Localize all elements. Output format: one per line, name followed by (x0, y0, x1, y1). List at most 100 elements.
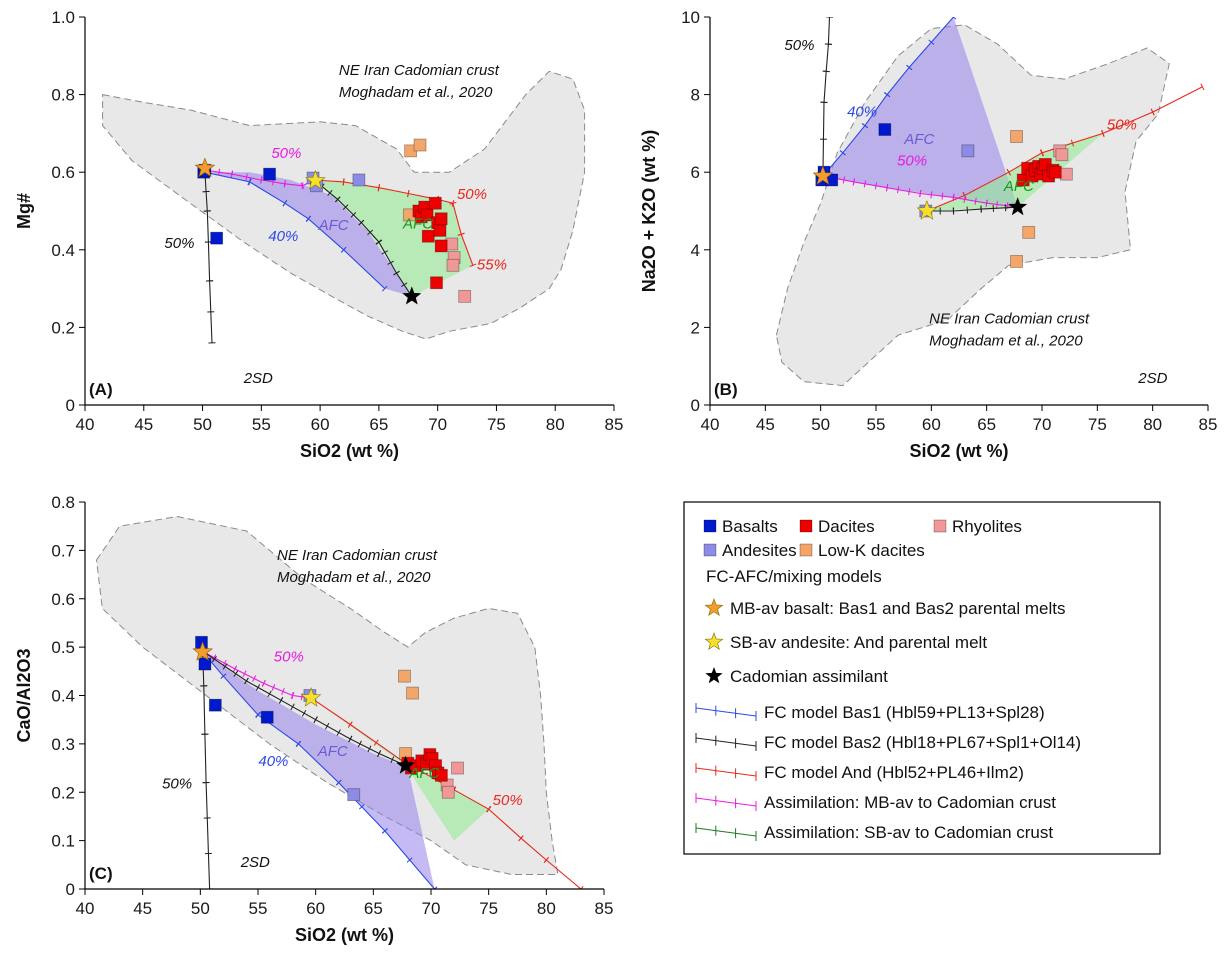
y-axis-title: Na2O + K2O (wt %) (639, 130, 659, 293)
field-note-title: NE Iran Cadomian crust (929, 311, 1090, 328)
x-tick-label: 75 (1088, 415, 1107, 434)
assimilation-sb-line-tick (375, 239, 383, 245)
low-k-dacite-point (406, 686, 419, 700)
assimilation-sb-line-tick (255, 684, 261, 691)
assimilation-sb-line-tick (387, 260, 394, 265)
assimilation-mb-line-tick (245, 173, 248, 181)
assimilation-sb-line-tick (267, 690, 272, 698)
rhyolite-point (1059, 167, 1073, 181)
y-tick-label: 0.8 (51, 86, 75, 105)
assimilation-mb-line-tick (874, 182, 878, 190)
x-tick-label: 65 (977, 415, 996, 434)
fc-model-and-line-tick (1150, 108, 1155, 116)
assimilation-sb-line-tick (367, 745, 372, 753)
assimilation-sb-line-tick (244, 677, 249, 685)
fc-model-bas1-line-tick (382, 285, 388, 292)
assimilation-mb-line-tick (260, 176, 263, 184)
x-tick-label: 65 (369, 415, 388, 434)
bas1-percent-label: 40% (847, 104, 877, 121)
dacite-point (1048, 165, 1062, 179)
x-tick-label: 85 (1199, 415, 1218, 434)
mix-percent-label: 50% (271, 145, 301, 162)
assimilation-sb-line-tick (290, 703, 295, 711)
and-percent-label: 50% (493, 792, 523, 809)
legend: Basalts Dacites Rhyolites Andesites Low-K da… (683, 501, 1161, 855)
afc-label-and: AFC (1003, 178, 1034, 195)
assimilation-mb-line-tick (230, 170, 234, 178)
x-tick-label: 45 (133, 899, 152, 918)
legend-star-label-2: Cadomian assimilant (730, 667, 888, 686)
x-tick-label: 80 (546, 415, 565, 434)
assimilation-mb-line-tick (985, 199, 988, 207)
x-tick-label: 40 (76, 899, 95, 918)
assimilation-mb-line-tick (897, 186, 900, 194)
legend-line-label-1: FC model Bas2 (Hbl18+PL67+Spl1+Ol14) (764, 733, 1081, 752)
legend-label-lowk: Low-K dacites (818, 541, 925, 560)
y-tick-label: 0.3 (51, 735, 75, 754)
panel-label: (C) (89, 864, 113, 883)
fc-model-bas1-line-tick (433, 886, 438, 889)
basalt-point (263, 167, 276, 181)
assimilation-mb-line-tick (885, 184, 889, 192)
plot-area (102, 70, 586, 344)
x-tick-label: 50 (191, 899, 210, 918)
afc-label-bas1: AFC (318, 217, 349, 234)
assimilation-mb-line-tick (974, 197, 977, 205)
y-tick-label: 10 (681, 8, 700, 27)
two-sd-label: 2SD (1137, 370, 1167, 387)
fc-model-and-line-tick (1040, 149, 1044, 157)
x-tick-label: 75 (479, 899, 498, 918)
fc-model-bas1-line-tick (255, 711, 261, 718)
y-tick-label: 0.5 (51, 638, 75, 657)
legend-line-2 (695, 767, 757, 777)
assimilation-mb-line-tick (908, 188, 911, 196)
y-tick-label: 0.6 (51, 163, 75, 182)
mix-percent-label: 50% (897, 153, 927, 170)
assimilation-sb-line-tick (381, 250, 389, 255)
low-k-dacite-point (1010, 255, 1023, 268)
assimilation-sb-line-tick (357, 740, 362, 748)
fc-model-and-line-tick (1200, 83, 1205, 91)
x-tick-label: 45 (134, 415, 153, 434)
assimilation-mb-line-tick (842, 176, 846, 184)
x-axis-title: SiO2 (wt %) (300, 441, 399, 461)
assimilation-mb-line-tick (863, 180, 867, 188)
fc-model-bas1-line-tick (220, 673, 227, 679)
assimilation-sb-line-tick (377, 750, 382, 757)
x-tick-label: 80 (537, 899, 556, 918)
y-tick-label: 6 (691, 163, 700, 182)
basalt-point (878, 123, 892, 136)
assimilation-mb-line-tick (919, 190, 922, 198)
assimilation-sb-line-tick (301, 709, 307, 717)
assimilation-mb-line-tick (252, 675, 257, 682)
fc-model-and-line-tick (1070, 139, 1074, 147)
legend-star-0 (704, 598, 724, 616)
basalt-point (210, 231, 224, 245)
assimilation-mb-line-tick (283, 180, 286, 188)
fc-model-and-line-tick (580, 885, 584, 889)
basalt-point (208, 698, 222, 712)
assimilation-sb-line-tick (222, 663, 228, 670)
assimilation-mb-line-tick (300, 693, 303, 701)
legend-label-basalts: Basalts (722, 517, 778, 536)
x-tick-label: 60 (922, 415, 941, 434)
legend-swatch-andesites (703, 543, 717, 557)
fc-model-and-line-tick (543, 856, 549, 863)
fc-model-bas2-line-tick (822, 70, 830, 73)
x-tick-label: 40 (76, 415, 95, 434)
assimilation-sb-line-tick (334, 196, 341, 203)
y-axis-title: CaO/Al2O3 (14, 648, 34, 742)
x-tick-label: 70 (422, 899, 441, 918)
assimilation-mb-line-tick (271, 684, 276, 691)
fc-model-bas1-line-tick (282, 200, 288, 207)
y-tick-label: 8 (691, 86, 700, 105)
legend-models-heading: FC-AFC/mixing models (706, 567, 882, 586)
assimilation-mb-line-tick (941, 192, 944, 200)
fc-model-bas1-line-tick (335, 779, 342, 786)
y-tick-label: 1.0 (51, 8, 75, 27)
legend-star-1 (704, 632, 724, 650)
x-tick-label: 45 (756, 415, 775, 434)
low-k-dacite-point (1010, 130, 1023, 143)
fc-model-bas1-line-tick (884, 92, 891, 98)
